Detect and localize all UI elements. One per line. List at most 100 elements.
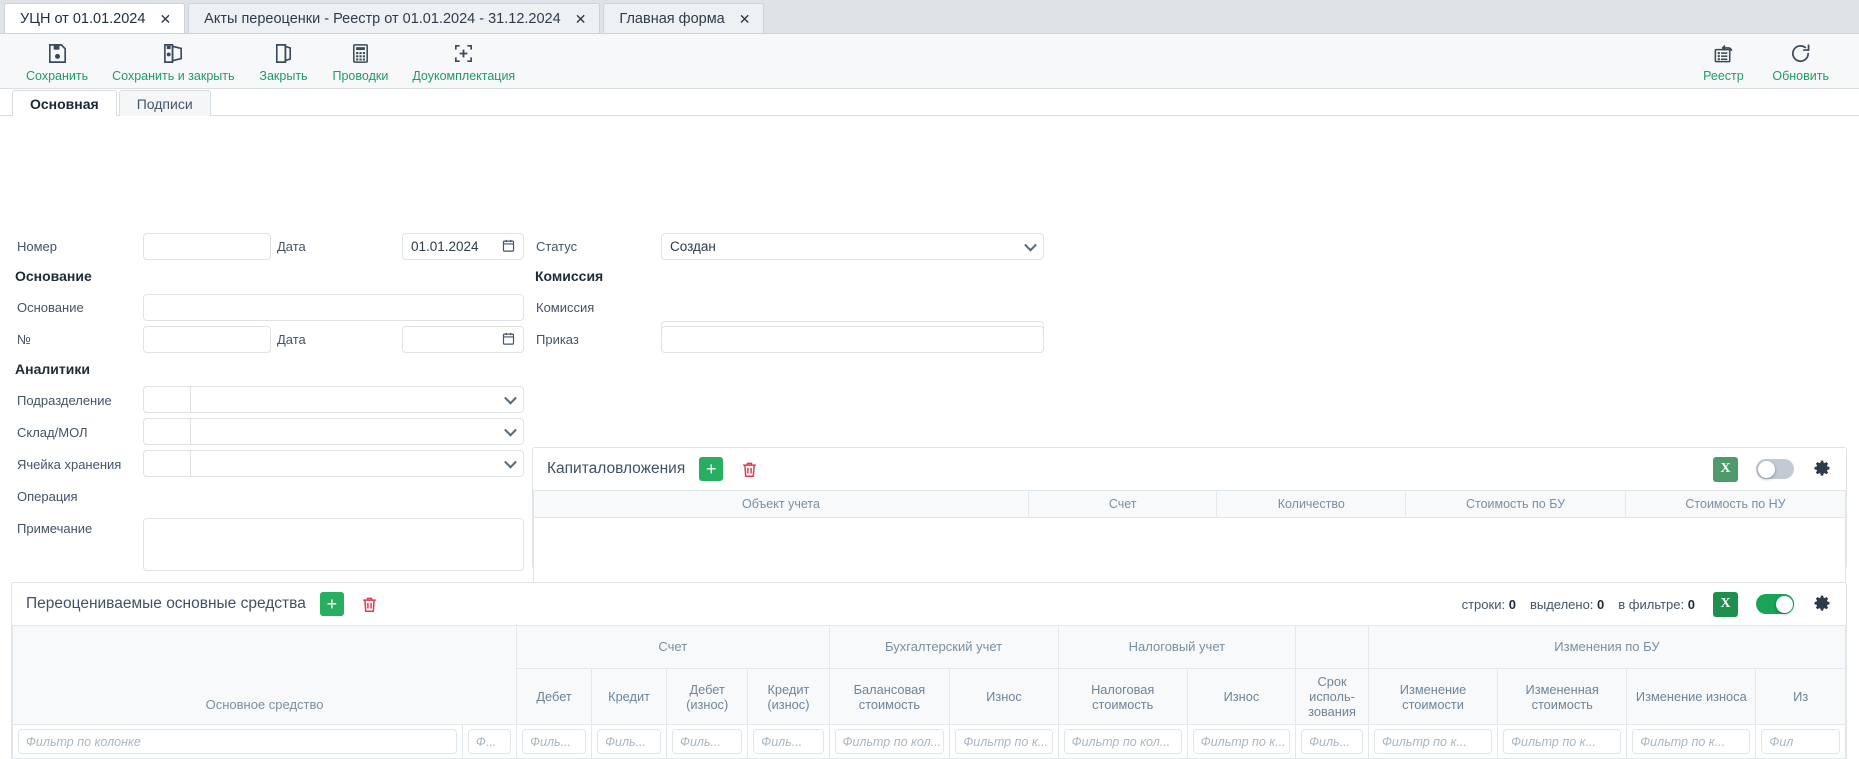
filter-input-balance-cost[interactable]: Фильтр по кол... <box>834 729 945 755</box>
filter-input-tax-cost[interactable]: Фильтр по кол... <box>1063 729 1182 755</box>
assets-filter-toggle[interactable] <box>1756 594 1794 614</box>
filter-input-cost-change[interactable]: Фильтр по к... <box>1373 729 1493 755</box>
filter-input-credit[interactable]: Филь... <box>597 729 662 755</box>
osnovanie-input[interactable] <box>143 294 524 321</box>
filter-cell-cost-change: Фильтр по к... <box>1367 724 1499 759</box>
prikaz-input[interactable] <box>661 326 1044 353</box>
calendar-icon[interactable] <box>501 330 516 349</box>
filter-input-wear-nu[interactable]: Фильтр по к... <box>1192 729 1291 755</box>
column-header-wear-bu[interactable]: Износ <box>949 667 1059 726</box>
group-header-account: Счет <box>516 625 830 669</box>
close-button[interactable]: Закрыть <box>247 40 321 83</box>
save-and-close-label: Сохранить и закрыть <box>112 68 235 83</box>
counter-rows-value: 0 <box>1508 596 1516 612</box>
status-label: Статус <box>536 239 578 254</box>
podrazdelenie-code-input[interactable] <box>143 386 191 413</box>
column-header-cost-bu[interactable]: Стоимость по БУ <box>1405 489 1626 519</box>
column-header-wear-nu[interactable]: Износ <box>1186 667 1297 726</box>
counter-selected-value: 0 <box>1597 596 1605 612</box>
column-header-account[interactable]: Счет <box>1027 489 1218 519</box>
add-row-button[interactable]: + <box>319 592 344 616</box>
column-header-object[interactable]: Объект учета <box>533 489 1029 519</box>
data2-label: Дата <box>277 332 306 347</box>
data-value: 01.01.2024 <box>411 239 479 254</box>
operaciya-label: Операция <box>17 489 78 504</box>
data-input[interactable]: 01.01.2024 <box>402 233 524 260</box>
column-header-partial[interactable]: Из <box>1755 667 1846 726</box>
yacheika-select[interactable] <box>191 450 524 477</box>
counter-filtered-value: 0 <box>1687 596 1695 612</box>
assets-panel-header: Переоцениваемые основные средства + стро… <box>12 583 1846 625</box>
save-and-close-button[interactable]: Сохранить и закрыть <box>100 40 246 83</box>
add-row-button[interactable]: + <box>699 457 724 481</box>
filter-cell-balance-cost: Фильтр по кол... <box>828 724 951 759</box>
postings-button[interactable]: Проводки <box>321 40 401 83</box>
nomer2-input[interactable] <box>143 326 271 353</box>
filter-input-usage-period[interactable]: Филь... <box>1301 729 1363 755</box>
close-icon[interactable]: ✕ <box>738 10 751 27</box>
filter-input-wear-change[interactable]: Фильтр по к... <box>1632 729 1751 755</box>
column-header-wear-change[interactable]: Изменение износа <box>1626 667 1757 726</box>
save-button[interactable]: Сохранить <box>14 40 100 83</box>
filter-input-debit[interactable]: Филь... <box>522 729 587 755</box>
tab-podpisi[interactable]: Подписи <box>118 90 211 116</box>
delete-row-button[interactable] <box>737 457 761 481</box>
close-icon[interactable]: ✕ <box>159 10 172 27</box>
capital-panel-header: Капиталовложения + X <box>533 448 1846 490</box>
close-icon[interactable]: ✕ <box>574 10 587 27</box>
delete-row-button[interactable] <box>358 592 382 616</box>
chevron-down-icon <box>504 455 517 469</box>
column-header-usage-period[interactable]: Срок исполь-зования <box>1295 667 1369 726</box>
sklad-select[interactable] <box>191 418 524 445</box>
nomer-label: Номер <box>17 239 58 254</box>
filter-cell-wear-nu: Фильтр по к... <box>1186 724 1297 759</box>
window-tab-main-form[interactable]: Главная форма ✕ <box>603 3 765 33</box>
filter-input-wear-bu[interactable]: Фильтр по к... <box>955 729 1053 755</box>
capital-filter-toggle[interactable] <box>1756 459 1794 479</box>
column-header-debit-wear[interactable]: Дебет (износ) <box>666 667 749 726</box>
column-header-cost-change[interactable]: Изменение стоимости <box>1367 667 1499 726</box>
column-header-fixed-asset[interactable]: Основное средство <box>11 624 518 726</box>
column-header-credit-wear[interactable]: Кредит (износ) <box>747 667 830 726</box>
postings-label: Проводки <box>332 68 389 83</box>
column-header-quantity[interactable]: Количество <box>1216 489 1407 519</box>
window-tab-ucn[interactable]: УЦН от 01.01.2024 ✕ <box>4 3 186 33</box>
yacheika-code-input[interactable] <box>143 450 191 477</box>
column-header-cost-nu[interactable]: Стоимость по НУ <box>1625 489 1846 519</box>
table-header-row: Объект учета Счет Количество Стоимость п… <box>533 489 1846 519</box>
nomer-input[interactable] <box>143 233 271 260</box>
filter-input-changed-cost[interactable]: Фильтр по к... <box>1503 729 1622 755</box>
podrazdelenie-select[interactable] <box>191 386 524 413</box>
column-header-balance-cost[interactable]: Балансовая стоимость <box>828 667 951 726</box>
add-component-button[interactable]: Доукомплектация <box>400 40 527 83</box>
status-select[interactable]: Создан <box>661 233 1044 260</box>
filter-input-debit-wear[interactable]: Филь... <box>672 729 743 755</box>
export-excel-button[interactable]: X <box>1713 591 1738 617</box>
group-header-empty <box>1295 625 1369 669</box>
filter-cell-debit-wear: Филь... <box>666 724 749 759</box>
column-header-debit[interactable]: Дебет <box>516 667 593 726</box>
gear-icon[interactable] <box>1812 594 1832 614</box>
window-tab-label: Акты переоценки - Реестр от 01.01.2024 -… <box>204 10 561 27</box>
filter-input-partial[interactable]: Фил <box>1761 729 1840 755</box>
sklad-code-input[interactable] <box>143 418 191 445</box>
save-label: Сохранить <box>26 68 89 83</box>
tab-osnovnaya[interactable]: Основная <box>12 90 117 116</box>
column-header-changed-cost[interactable]: Измененная стоимость <box>1497 667 1628 726</box>
column-header-tax-cost[interactable]: Налоговая стоимость <box>1057 667 1188 726</box>
window-tab-revaluation-registry[interactable]: Акты переоценки - Реестр от 01.01.2024 -… <box>188 3 601 33</box>
filter-input-credit-wear[interactable]: Филь... <box>753 729 824 755</box>
data2-input[interactable] <box>402 326 524 353</box>
filter-cell-changed-cost: Фильтр по к... <box>1497 724 1628 759</box>
gear-icon[interactable] <box>1812 459 1832 479</box>
filter-input-quantity[interactable]: Ф... <box>467 729 512 755</box>
filter-input-fixed-asset[interactable]: Фильтр по колонке <box>18 729 457 755</box>
refresh-button[interactable]: Обновить <box>1760 40 1841 83</box>
section-analitiki: Аналитики <box>15 361 90 377</box>
registry-button[interactable]: Реестр <box>1686 40 1760 83</box>
calendar-icon[interactable] <box>501 237 516 256</box>
revalued-assets-table: Основное средство Счет Бухгалтерский уче… <box>11 624 1847 759</box>
export-excel-button[interactable]: X <box>1713 456 1738 482</box>
primechanie-textarea[interactable] <box>143 518 524 571</box>
column-header-credit[interactable]: Кредит <box>591 667 668 726</box>
